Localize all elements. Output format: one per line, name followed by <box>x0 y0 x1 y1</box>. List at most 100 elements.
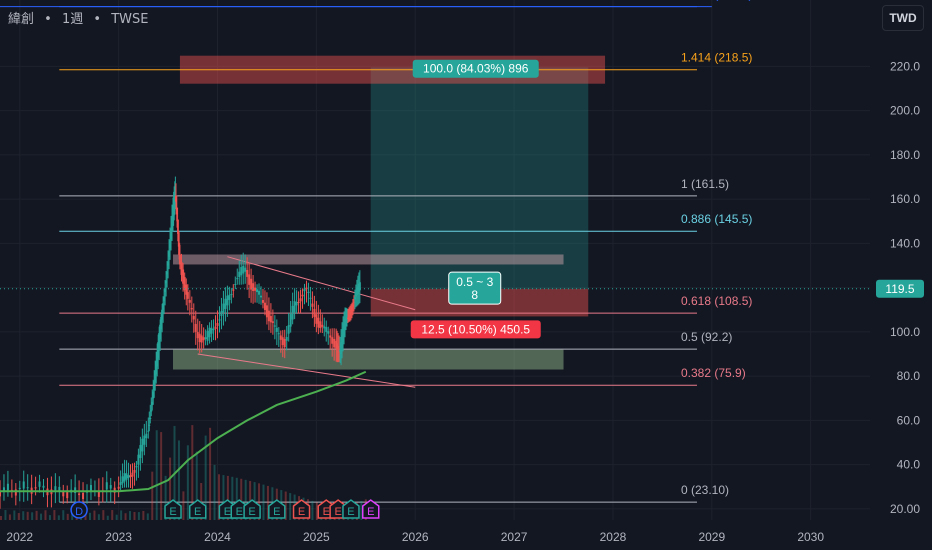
candle-body <box>162 303 165 310</box>
header-separator: • <box>93 12 102 27</box>
candle-body <box>258 290 261 295</box>
candle-body <box>113 487 116 493</box>
candle-body <box>169 240 172 248</box>
profit-zone <box>370 67 589 289</box>
candle-body <box>338 348 341 350</box>
candle-body <box>62 491 65 497</box>
candle-body <box>196 331 199 339</box>
candle-body <box>208 327 211 338</box>
candle-body <box>228 294 231 301</box>
event-marker-label: E <box>298 506 305 518</box>
candle-body <box>283 338 286 348</box>
candle-body <box>190 308 193 310</box>
earnings-marker <box>188 499 207 519</box>
volume-bar <box>284 491 287 520</box>
price-axis-tick: 200.0 <box>890 104 920 118</box>
interval-label[interactable]: 1週 <box>61 12 84 27</box>
price-axis-tick: 160.0 <box>890 192 920 206</box>
candle-body <box>155 361 158 375</box>
candle-body <box>293 301 296 313</box>
loss-label-bg <box>410 320 541 339</box>
candle-body <box>149 417 152 419</box>
candle-body <box>232 289 235 291</box>
volume-bar <box>195 451 198 520</box>
candle-body <box>18 487 21 490</box>
currency-button[interactable]: TWD <box>882 5 924 31</box>
candle-body <box>281 337 284 346</box>
volume-bar <box>151 471 154 520</box>
volume-bar <box>209 427 212 520</box>
support-box <box>173 349 564 370</box>
candle-body <box>347 317 349 319</box>
candle-body <box>271 321 274 323</box>
trendline <box>227 256 416 311</box>
volume-bar <box>177 440 180 520</box>
volume-bar <box>93 510 96 520</box>
candle-body <box>141 438 144 452</box>
candle-body <box>321 324 324 327</box>
volume-bar <box>262 484 265 520</box>
volume-bar <box>249 480 252 520</box>
time-axis-tick: 2030 <box>797 530 824 544</box>
earnings-marker <box>164 499 182 519</box>
volume-bar <box>191 425 194 520</box>
candle-body <box>175 207 178 215</box>
fib-level-label: 0.886 (145.5) <box>681 212 752 226</box>
candle-body <box>349 309 352 314</box>
candle-body <box>154 371 157 383</box>
candle-body <box>139 445 142 459</box>
candle-body <box>216 323 219 326</box>
candle-body <box>34 487 37 489</box>
candle-body <box>156 352 159 367</box>
exchange-label: TWSE <box>111 12 149 27</box>
candle-body <box>167 262 170 266</box>
price-axis-tick: 140.0 <box>890 236 920 250</box>
candle-body <box>66 492 69 499</box>
candle-body <box>358 282 361 291</box>
candle-body <box>185 284 188 295</box>
fib-level-label: 1 (161.5) <box>681 177 729 191</box>
candle-body <box>160 317 163 330</box>
volume-bar <box>124 513 127 520</box>
candle-body <box>129 475 132 477</box>
candle-body <box>131 472 134 477</box>
candle-body <box>275 327 278 332</box>
volume-bar <box>213 464 216 520</box>
candle-body <box>313 308 316 317</box>
volume-bar <box>133 511 136 520</box>
event-marker-label: E <box>367 506 374 518</box>
volume-bar <box>102 510 105 520</box>
candle-body <box>287 325 290 334</box>
candle-body <box>346 318 349 321</box>
event-marker-label: E <box>248 506 255 518</box>
candle-body <box>261 300 264 303</box>
candle-body <box>311 303 314 307</box>
candle-body <box>168 251 171 257</box>
time-axis-tick: 2028 <box>600 530 627 544</box>
candle-body <box>240 267 243 276</box>
candle-body <box>74 487 77 494</box>
symbol-name[interactable]: 緯創 <box>8 12 35 27</box>
event-marker-label: E <box>334 506 341 518</box>
loss-label: 12.5 (10.50%) 450.5 <box>421 322 530 336</box>
candle-body <box>145 433 148 439</box>
candle-body <box>166 271 169 275</box>
time-axis-tick: 2029 <box>698 530 725 544</box>
candle-body <box>161 309 164 320</box>
price-axis-tick: 180.0 <box>890 148 920 162</box>
candle-body <box>269 315 272 323</box>
price-axis-tick: 80.0 <box>897 369 921 383</box>
header-separator: • <box>44 12 52 27</box>
candle-body <box>180 261 183 275</box>
candle-body <box>279 335 282 340</box>
candle-body <box>194 323 197 332</box>
candle-body <box>117 486 120 489</box>
candle-body <box>158 333 161 349</box>
volume-bar <box>258 483 261 520</box>
current-price-value: 119.5 <box>885 282 914 296</box>
candle-body <box>319 321 322 329</box>
candle-body <box>174 195 177 202</box>
fib-level-label: 0.5 (92.2) <box>681 330 732 344</box>
candle-body <box>170 228 173 239</box>
